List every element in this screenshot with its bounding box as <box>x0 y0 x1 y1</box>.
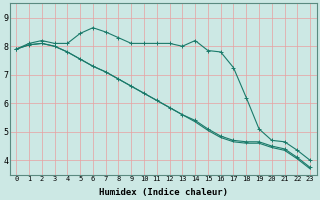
X-axis label: Humidex (Indice chaleur): Humidex (Indice chaleur) <box>99 188 228 197</box>
